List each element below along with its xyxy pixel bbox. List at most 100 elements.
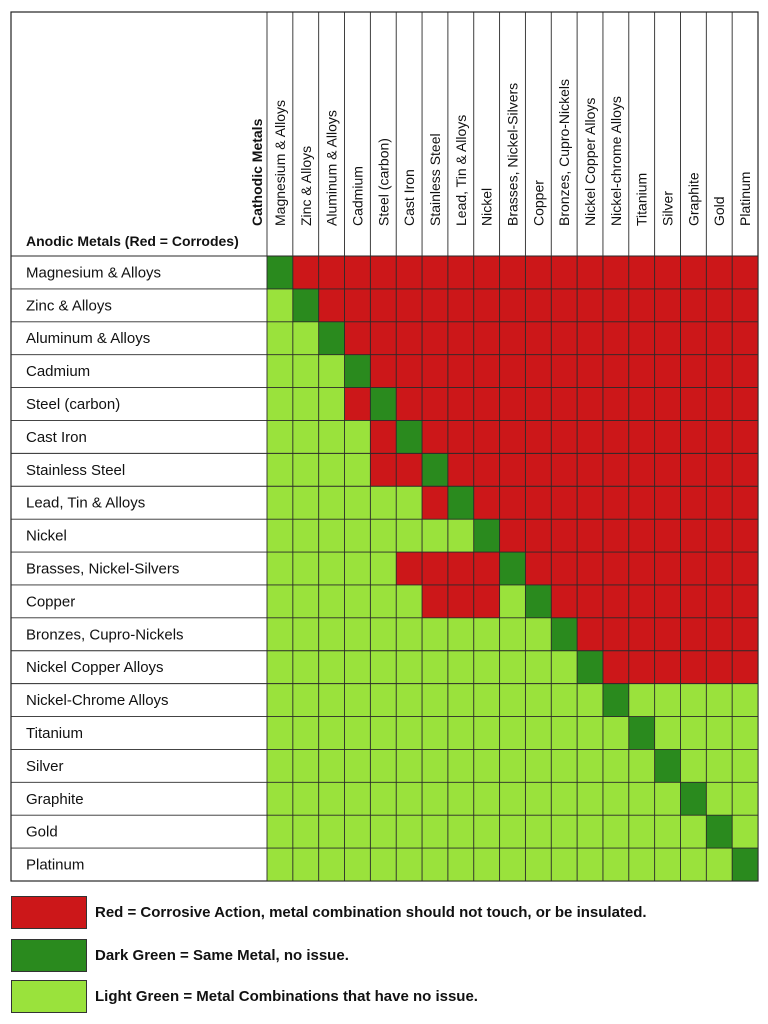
column-label: Aluminum & Alloys xyxy=(324,110,340,226)
heatmap-cell xyxy=(551,387,578,421)
heatmap-cell xyxy=(628,650,655,684)
legend-label-no-issue: Light Green = Metal Combinations that ha… xyxy=(95,988,478,1005)
heatmap-cell xyxy=(318,486,345,520)
heatmap-cell xyxy=(654,321,681,355)
heatmap-cell xyxy=(344,650,371,684)
heatmap-cell xyxy=(680,387,707,421)
heatmap-cell xyxy=(422,815,448,849)
heatmap-cell xyxy=(370,387,397,421)
heatmap-cell xyxy=(551,420,578,454)
heatmap-cell xyxy=(292,552,319,585)
heatmap-cell xyxy=(577,453,603,487)
heatmap-cell xyxy=(602,716,629,750)
heatmap-cell xyxy=(654,848,681,881)
row-label: Graphite xyxy=(26,791,84,808)
heatmap-cell xyxy=(680,716,707,750)
heatmap-cell xyxy=(473,519,500,553)
heatmap-cell xyxy=(267,815,293,849)
heatmap-cell xyxy=(267,552,293,585)
heatmap-cell xyxy=(654,650,681,684)
heatmap-cell xyxy=(370,617,397,651)
legend-label-corrosive: Red = Corrosive Action, metal combinatio… xyxy=(95,904,647,921)
heatmap-cell xyxy=(447,650,474,684)
heatmap-cell xyxy=(370,321,397,355)
heatmap-cell xyxy=(525,387,552,421)
heatmap-cell xyxy=(499,650,526,684)
heatmap-cell xyxy=(577,552,603,585)
column-label: Steel (carbon) xyxy=(375,138,391,226)
heatmap-cell xyxy=(396,749,423,783)
heatmap-cell xyxy=(706,519,733,553)
heatmap-cell xyxy=(680,815,707,849)
heatmap-cell xyxy=(680,584,707,618)
heatmap-cells xyxy=(267,256,758,881)
heatmap-cell xyxy=(318,519,345,553)
heatmap-cell xyxy=(654,387,681,421)
column-label: Titanium xyxy=(634,173,650,226)
row-label: Stainless Steel xyxy=(26,462,125,479)
heatmap-cell xyxy=(551,749,578,783)
heatmap-cell xyxy=(577,354,603,388)
heatmap-cell xyxy=(267,486,293,520)
heatmap-cell xyxy=(292,815,319,849)
heatmap-cell xyxy=(422,420,448,454)
heatmap-cell xyxy=(473,288,500,322)
heatmap-cell xyxy=(370,782,397,816)
heatmap-cell xyxy=(654,716,681,750)
heatmap-cell xyxy=(628,552,655,585)
heatmap-cell xyxy=(525,749,552,783)
heatmap-cell xyxy=(654,552,681,585)
heatmap-cell xyxy=(370,716,397,750)
heatmap-cell xyxy=(370,288,397,322)
heatmap-cell xyxy=(344,584,371,618)
heatmap-cell xyxy=(680,288,707,322)
heatmap-cell xyxy=(422,650,448,684)
row-label: Zinc & Alloys xyxy=(26,297,112,314)
heatmap-cell xyxy=(292,650,319,684)
grid-lines xyxy=(11,12,759,882)
heatmap-cell xyxy=(447,256,474,289)
row-label: Brasses, Nickel-Silvers xyxy=(26,561,179,578)
heatmap-cell xyxy=(732,321,758,355)
heatmap-cell xyxy=(628,420,655,454)
heatmap-cell xyxy=(732,453,758,487)
heatmap-cell xyxy=(447,617,474,651)
heatmap-cell xyxy=(525,453,552,487)
legend-item-no-issue: Light Green = Metal Combinations that ha… xyxy=(11,980,478,1013)
row-label: Cadmium xyxy=(26,363,90,380)
heatmap-cell xyxy=(577,256,603,289)
heatmap-cell xyxy=(422,552,448,585)
heatmap-cell xyxy=(551,256,578,289)
heatmap-cell xyxy=(396,848,423,881)
heatmap-cell xyxy=(706,256,733,289)
heatmap-cell xyxy=(706,683,733,717)
heatmap-cell xyxy=(422,321,448,355)
row-label: Steel (carbon) xyxy=(26,396,120,413)
heatmap-cell xyxy=(628,584,655,618)
heatmap-cell xyxy=(473,256,500,289)
heatmap-cell xyxy=(628,486,655,520)
heatmap-cell xyxy=(344,519,371,553)
heatmap-cell xyxy=(396,683,423,717)
heatmap-cell xyxy=(577,519,603,553)
heatmap-cell xyxy=(499,453,526,487)
heatmap-cell xyxy=(577,815,603,849)
heatmap-cell xyxy=(732,420,758,454)
heatmap-cell xyxy=(370,683,397,717)
heatmap-cell xyxy=(396,354,423,388)
heatmap-cell xyxy=(732,848,758,881)
heatmap-cell xyxy=(370,552,397,585)
heatmap-cell xyxy=(473,650,500,684)
column-label: Platinum xyxy=(737,172,753,226)
heatmap-cell xyxy=(628,848,655,881)
heatmap-cell xyxy=(706,716,733,750)
heatmap-cell xyxy=(602,617,629,651)
heatmap-cell xyxy=(267,453,293,487)
heatmap-cell xyxy=(706,617,733,651)
heatmap-cell xyxy=(473,848,500,881)
heatmap-cell xyxy=(628,519,655,553)
heatmap-cell xyxy=(396,486,423,520)
heatmap-cell xyxy=(447,782,474,816)
heatmap-cell xyxy=(344,617,371,651)
heatmap-cell xyxy=(628,749,655,783)
